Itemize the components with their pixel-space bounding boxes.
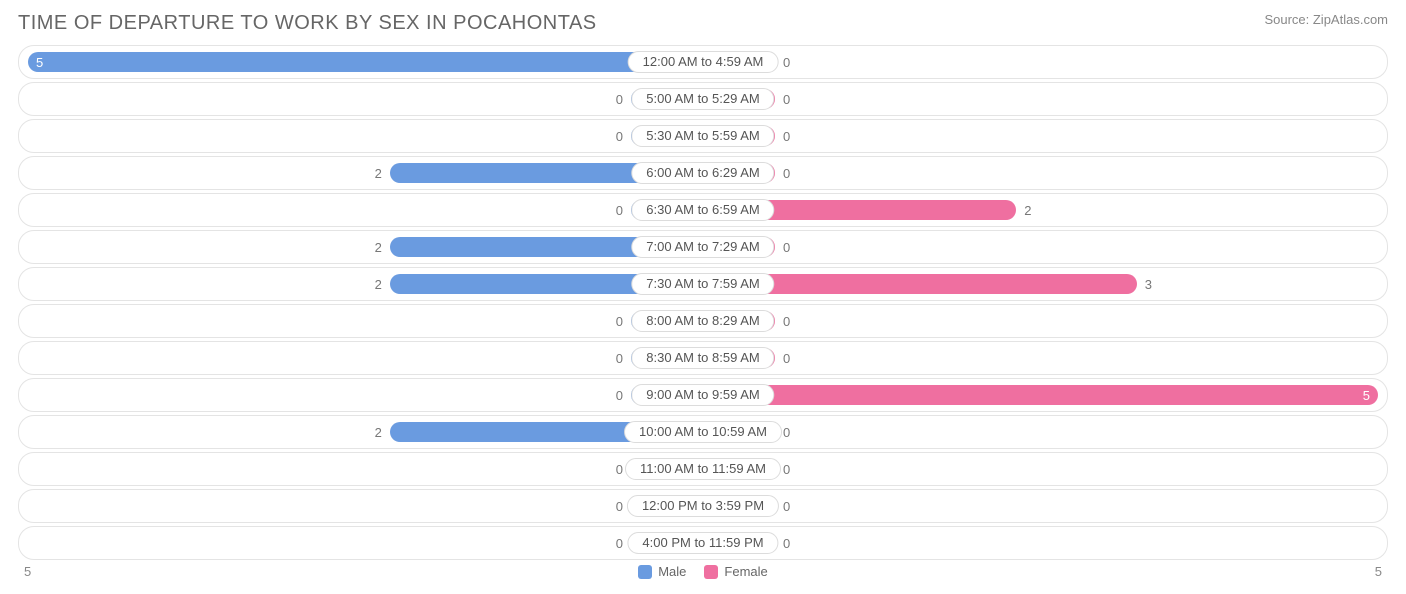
category-label: 7:30 AM to 7:59 AM [631,273,774,295]
chart-row: 0 05:00 AM to 5:29 AM [18,82,1388,116]
female-value: 2 [1016,203,1039,218]
female-half: 0 [703,83,1387,115]
female-value: 5 [1355,388,1378,403]
category-label: 12:00 PM to 3:59 PM [627,495,779,517]
male-half: 0 [19,83,703,115]
male-value: 0 [608,92,631,107]
female-swatch-icon [704,565,718,579]
female-half: 0 [703,453,1387,485]
male-bar: 5 [28,52,703,72]
chart-row: 0 08:00 AM to 8:29 AM [18,304,1388,338]
male-value: 2 [367,166,390,181]
male-half: 2 [19,231,703,263]
female-half: 5 [703,379,1387,411]
male-value: 0 [608,129,631,144]
legend: Male Female [638,564,768,579]
chart-row: 0 08:30 AM to 8:59 AM [18,341,1388,375]
female-value: 0 [775,314,798,329]
male-half: 0 [19,120,703,152]
category-label: 4:00 PM to 11:59 PM [627,532,778,554]
female-half: 2 [703,194,1387,226]
category-label: 7:00 AM to 7:29 AM [631,236,774,258]
category-label: 5:30 AM to 5:59 AM [631,125,774,147]
male-value: 2 [367,425,390,440]
legend-male-label: Male [658,564,686,579]
male-value: 0 [608,314,631,329]
male-half: 5 [19,46,703,78]
category-label: 10:00 AM to 10:59 AM [624,421,782,443]
legend-female-label: Female [724,564,767,579]
female-half: 0 [703,305,1387,337]
male-half: 0 [19,527,703,559]
axis-right-max: 5 [1375,564,1382,579]
male-half: 2 [19,416,703,448]
female-bar: 5 [703,385,1378,405]
female-value: 0 [775,92,798,107]
chart-row: 0 2 6:30 AM to 6:59 AM [18,193,1388,227]
male-half: 0 [19,194,703,226]
category-label: 8:00 AM to 8:29 AM [631,310,774,332]
chart-row: 2 07:00 AM to 7:29 AM [18,230,1388,264]
chart-header: TIME OF DEPARTURE TO WORK BY SEX IN POCA… [18,12,1388,35]
male-half: 2 [19,157,703,189]
chart-row: 2 010:00 AM to 10:59 AM [18,415,1388,449]
female-half: 0 [703,46,1387,78]
category-label: 6:00 AM to 6:29 AM [631,162,774,184]
chart-row: 2 06:00 AM to 6:29 AM [18,156,1388,190]
chart-footer: 5 Male Female 5 [18,564,1388,579]
female-value: 0 [775,536,798,551]
female-half: 0 [703,120,1387,152]
chart-row: 2 3 7:30 AM to 7:59 AM [18,267,1388,301]
chart-row: 5 012:00 AM to 4:59 AM [18,45,1388,79]
male-swatch-icon [638,565,652,579]
category-label: 12:00 AM to 4:59 AM [628,51,779,73]
male-value: 2 [367,240,390,255]
male-value: 0 [608,351,631,366]
legend-male: Male [638,564,686,579]
male-half: 0 [19,379,703,411]
female-value: 0 [775,129,798,144]
category-label: 8:30 AM to 8:59 AM [631,347,774,369]
female-value: 0 [775,351,798,366]
male-value: 0 [608,388,631,403]
category-label: 6:30 AM to 6:59 AM [631,199,774,221]
diverging-bar-chart: 5012:00 AM to 4:59 AM005:00 AM to 5:29 A… [18,45,1388,560]
male-half: 0 [19,453,703,485]
axis-left-max: 5 [24,564,31,579]
female-half: 0 [703,157,1387,189]
male-value: 5 [28,55,51,70]
female-half: 0 [703,490,1387,522]
female-value: 0 [775,55,798,70]
male-half: 0 [19,342,703,374]
female-half: 0 [703,527,1387,559]
chart-row: 0 5 9:00 AM to 9:59 AM [18,378,1388,412]
chart-row: 0 05:30 AM to 5:59 AM [18,119,1388,153]
male-value: 0 [608,203,631,218]
female-value: 0 [775,240,798,255]
category-label: 11:00 AM to 11:59 AM [625,458,781,480]
female-half: 0 [703,342,1387,374]
chart-source: Source: ZipAtlas.com [1264,12,1388,27]
male-half: 0 [19,490,703,522]
female-value: 3 [1137,277,1160,292]
category-label: 5:00 AM to 5:29 AM [631,88,774,110]
chart-row: 0 04:00 PM to 11:59 PM [18,526,1388,560]
legend-female: Female [704,564,767,579]
male-half: 0 [19,305,703,337]
female-half: 3 [703,268,1387,300]
chart-title: TIME OF DEPARTURE TO WORK BY SEX IN POCA… [18,12,597,35]
female-value: 0 [775,166,798,181]
female-half: 0 [703,231,1387,263]
male-half: 2 [19,268,703,300]
category-label: 9:00 AM to 9:59 AM [631,384,774,406]
chart-row: 0011:00 AM to 11:59 AM [18,452,1388,486]
male-value: 2 [367,277,390,292]
female-half: 0 [703,416,1387,448]
chart-row: 0012:00 PM to 3:59 PM [18,489,1388,523]
